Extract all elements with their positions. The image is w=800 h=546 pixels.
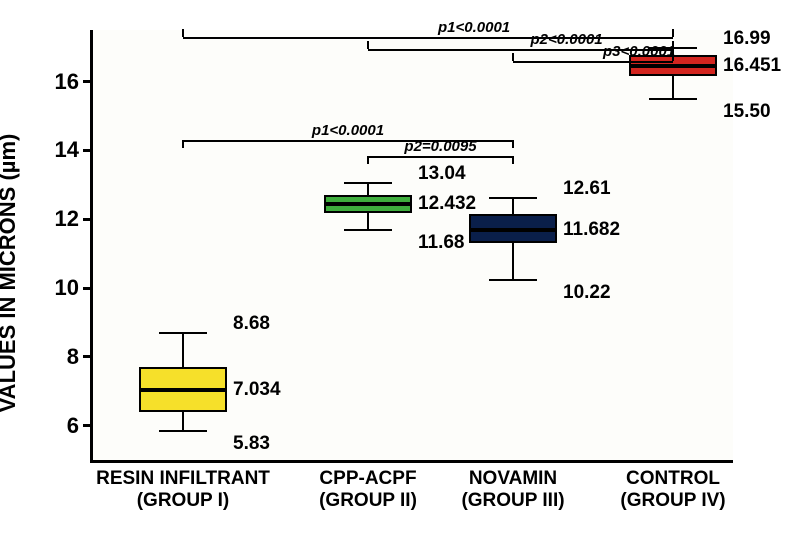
pvalue-label: p2<0.0001 — [531, 31, 603, 48]
pvalue-bracket-cap — [182, 140, 184, 148]
pvalue-bracket — [513, 61, 673, 63]
median-line — [629, 64, 717, 68]
x-cat-line2: (GROUP IV) — [620, 490, 725, 512]
min-value-label: 15.50 — [723, 101, 771, 123]
x-cat-line2: (GROUP I) — [96, 490, 270, 512]
y-tick-label: 6 — [67, 413, 79, 439]
median-line — [324, 202, 412, 206]
x-category-label: CONTROL(GROUP IV) — [620, 468, 725, 512]
y-axis-label: VALUES IN MICRONS (µm) — [0, 134, 21, 413]
y-tick — [83, 424, 93, 427]
min-value-label: 10.22 — [563, 282, 611, 304]
pvalue-bracket-cap — [512, 156, 514, 164]
pvalue-bracket-cap — [182, 29, 184, 37]
y-tick — [83, 80, 93, 83]
median-value-label: 7.034 — [233, 379, 281, 401]
whisker-cap — [489, 279, 537, 281]
pvalue-bracket-cap — [672, 29, 674, 37]
x-category-label: CPP-ACPF(GROUP II) — [319, 468, 417, 512]
median-value-label: 16.451 — [723, 55, 781, 77]
y-tick-label: 8 — [67, 344, 79, 370]
median-line — [139, 388, 227, 392]
x-category-label: RESIN INFILTRANT(GROUP I) — [96, 468, 270, 512]
pvalue-bracket-cap — [512, 140, 514, 148]
median-value-label: 11.682 — [563, 219, 620, 241]
median-value-label: 12.432 — [418, 193, 476, 215]
y-tick — [83, 149, 93, 152]
pvalue-bracket — [368, 156, 513, 158]
max-value-label: 8.68 — [233, 313, 270, 335]
median-line — [469, 228, 557, 232]
x-category-label: NOVAMIN(GROUP III) — [461, 468, 564, 512]
max-value-label: 12.61 — [563, 178, 611, 200]
whisker-cap — [649, 98, 697, 100]
max-value-label: 16.99 — [723, 28, 771, 50]
x-cat-line1: NOVAMIN — [469, 468, 557, 489]
x-cat-line1: RESIN INFILTRANT — [96, 468, 270, 489]
y-tick — [83, 287, 93, 290]
max-value-label: 13.04 — [418, 163, 466, 185]
pvalue-label: p3<0.0001 — [603, 43, 675, 60]
x-cat-line1: CPP-ACPF — [319, 468, 416, 489]
y-tick-label: 10 — [55, 275, 79, 301]
pvalue-bracket-cap — [367, 156, 369, 164]
min-value-label: 11.68 — [418, 232, 465, 254]
min-value-label: 5.83 — [233, 433, 270, 455]
whisker-cap — [344, 229, 392, 231]
plot-area: 6810121416RESIN INFILTRANT(GROUP I)7.034… — [90, 30, 733, 463]
y-tick-label: 14 — [55, 137, 79, 163]
x-cat-line1: CONTROL — [626, 468, 720, 489]
pvalue-label: p1<0.0001 — [438, 19, 510, 36]
y-tick — [83, 218, 93, 221]
y-tick-label: 12 — [55, 206, 79, 232]
pvalue-bracket-cap — [367, 41, 369, 49]
boxplot-chart: VALUES IN MICRONS (µm) 6810121416RESIN I… — [0, 0, 800, 546]
whisker-cap — [344, 182, 392, 184]
y-tick — [83, 355, 93, 358]
x-cat-line2: (GROUP II) — [319, 490, 417, 512]
x-cat-line2: (GROUP III) — [461, 490, 564, 512]
y-tick-label: 16 — [55, 69, 79, 95]
whisker-cap — [489, 197, 537, 199]
pvalue-label: p1<0.0001 — [312, 122, 384, 139]
pvalue-label: p2=0.0095 — [404, 138, 476, 155]
whisker-cap — [159, 430, 207, 432]
whisker-cap — [159, 332, 207, 334]
pvalue-bracket-cap — [512, 53, 514, 61]
